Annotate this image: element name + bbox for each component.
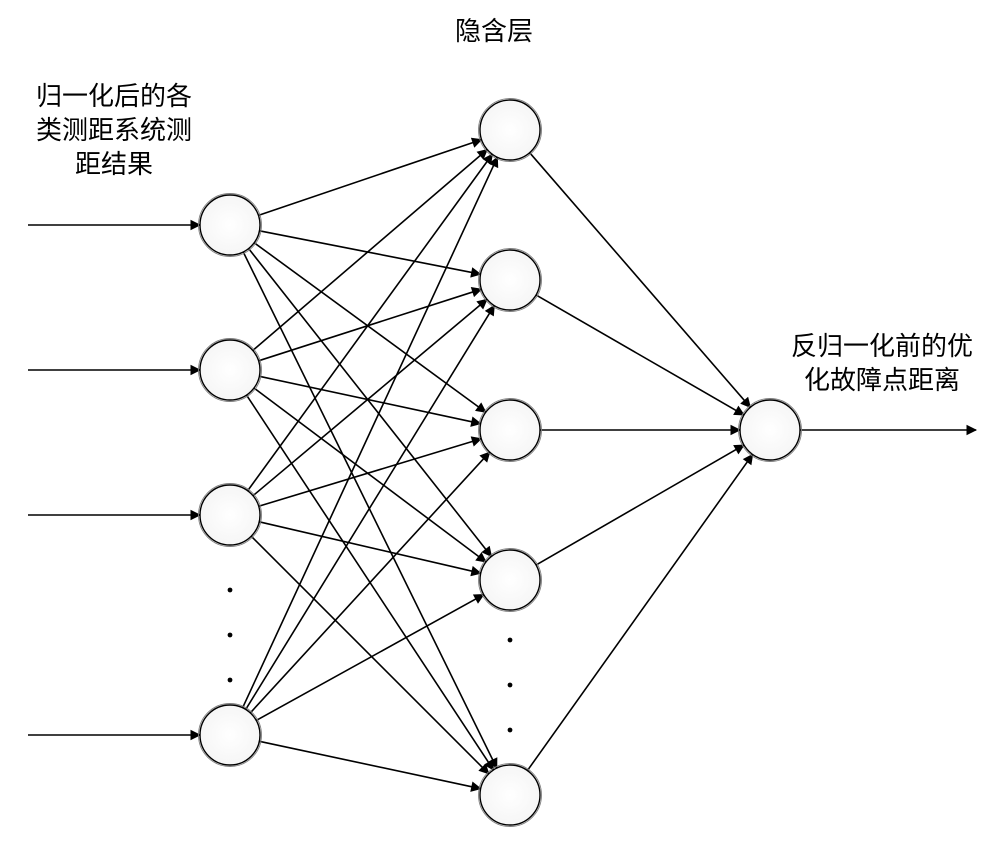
output-node-0: [740, 400, 800, 460]
edge: [536, 445, 744, 565]
edge: [259, 522, 481, 573]
input-node-3: [200, 705, 260, 765]
input-ellipsis-dot-2: [228, 678, 233, 683]
edge: [254, 388, 486, 562]
hidden-ellipsis-dot-0: [508, 638, 513, 643]
input-node-0: [200, 195, 260, 255]
edge: [253, 299, 487, 495]
input-label: 归一化后的各类测距系统测距结果: [36, 82, 192, 179]
input-node-1: [200, 340, 260, 400]
edge: [256, 595, 484, 721]
edge: [243, 252, 497, 768]
input-node-2: [200, 485, 260, 545]
hidden-ellipsis-dot-2: [508, 728, 513, 733]
edges-group: [28, 140, 976, 789]
edge: [259, 231, 480, 274]
edge: [536, 295, 744, 415]
input-ellipsis-dot-0: [228, 588, 233, 593]
hidden-node-1: [480, 250, 540, 310]
edge: [253, 150, 487, 351]
hidden-node-2: [480, 400, 540, 460]
edge: [259, 439, 482, 507]
hidden-node-0: [480, 100, 540, 160]
input-ellipsis-dot-1: [228, 633, 233, 638]
hidden-ellipsis-dot-1: [508, 683, 513, 688]
labels-group: 隐含层归一化后的各类测距系统测距结果反归一化前的优化故障点距离: [36, 17, 973, 395]
hidden-node-4: [480, 765, 540, 825]
edge: [258, 140, 481, 216]
edge: [250, 452, 489, 713]
output-label: 反归一化前的优化故障点距离: [791, 332, 973, 395]
edge: [259, 741, 480, 788]
edge: [243, 157, 498, 708]
edge: [527, 454, 752, 770]
edge: [530, 153, 751, 408]
nodes-group: [199, 99, 802, 827]
hidden-node-3: [480, 550, 540, 610]
edge: [259, 289, 482, 361]
edge: [246, 306, 495, 710]
edge: [251, 536, 489, 774]
hidden-layer-label: 隐含层: [455, 17, 533, 46]
